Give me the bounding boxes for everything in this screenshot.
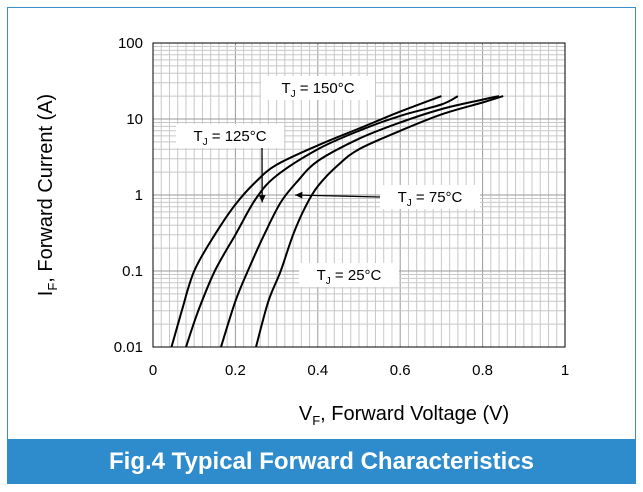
y-axis-label: IF, Forward Current (A): [35, 94, 60, 296]
x-tick-label: 0.2: [225, 362, 246, 379]
y-tick-label: 0.01: [114, 339, 143, 356]
x-tick-label: 1: [561, 362, 569, 379]
annotation-label: TJ = 25°C: [317, 267, 382, 287]
annotation-arrowhead: [295, 191, 303, 199]
figure-caption: Fig.4 Typical Forward Characteristics: [108, 447, 535, 475]
annotation-2: TJ = 75°C: [295, 185, 480, 209]
x-tick-label: 0.4: [307, 362, 328, 379]
series-layer: [170, 95, 504, 348]
annotation-arrow-line: [295, 194, 381, 198]
x-axis-label: VF, Forward Voltage (V): [299, 403, 509, 428]
tick-labels: 0 0.2 0.4 0.6 0.8 1 0.01 0.1 1 10 100: [114, 35, 569, 379]
series-line-2: [220, 95, 500, 348]
x-tick-label: 0.8: [472, 362, 493, 379]
series-line-0: [170, 95, 442, 348]
annotation-0: TJ = 150°C: [261, 76, 375, 100]
annotation-3: TJ = 25°C: [299, 263, 399, 287]
annotations: TJ = 150°C TJ = 125°C TJ = 75°C TJ = 25°C: [176, 76, 480, 287]
y-tick-label: 0.1: [122, 263, 143, 280]
annotation-label: TJ = 150°C: [281, 80, 354, 100]
figure-caption-bar: Fig.4 Typical Forward Characteristics: [7, 439, 636, 484]
y-tick-label: 10: [126, 111, 143, 128]
series-line-1: [185, 95, 459, 348]
annotation-box: [299, 263, 399, 287]
annotation-arrowhead: [258, 195, 266, 203]
series-line-3: [255, 95, 504, 348]
plot-area-border: [152, 42, 566, 348]
annotation-box: [380, 185, 480, 209]
annotation-box: [261, 76, 375, 100]
annotation-label: TJ = 75°C: [398, 189, 463, 209]
annotation-1: TJ = 125°C: [176, 124, 284, 203]
x-tick-label: 0: [149, 362, 157, 379]
x-tick-label: 0.6: [390, 362, 411, 379]
y-tick-label: 100: [118, 35, 143, 52]
y-tick-label: 1: [135, 187, 143, 204]
annotation-box: [176, 124, 284, 148]
annotation-label: TJ = 125°C: [193, 128, 266, 148]
